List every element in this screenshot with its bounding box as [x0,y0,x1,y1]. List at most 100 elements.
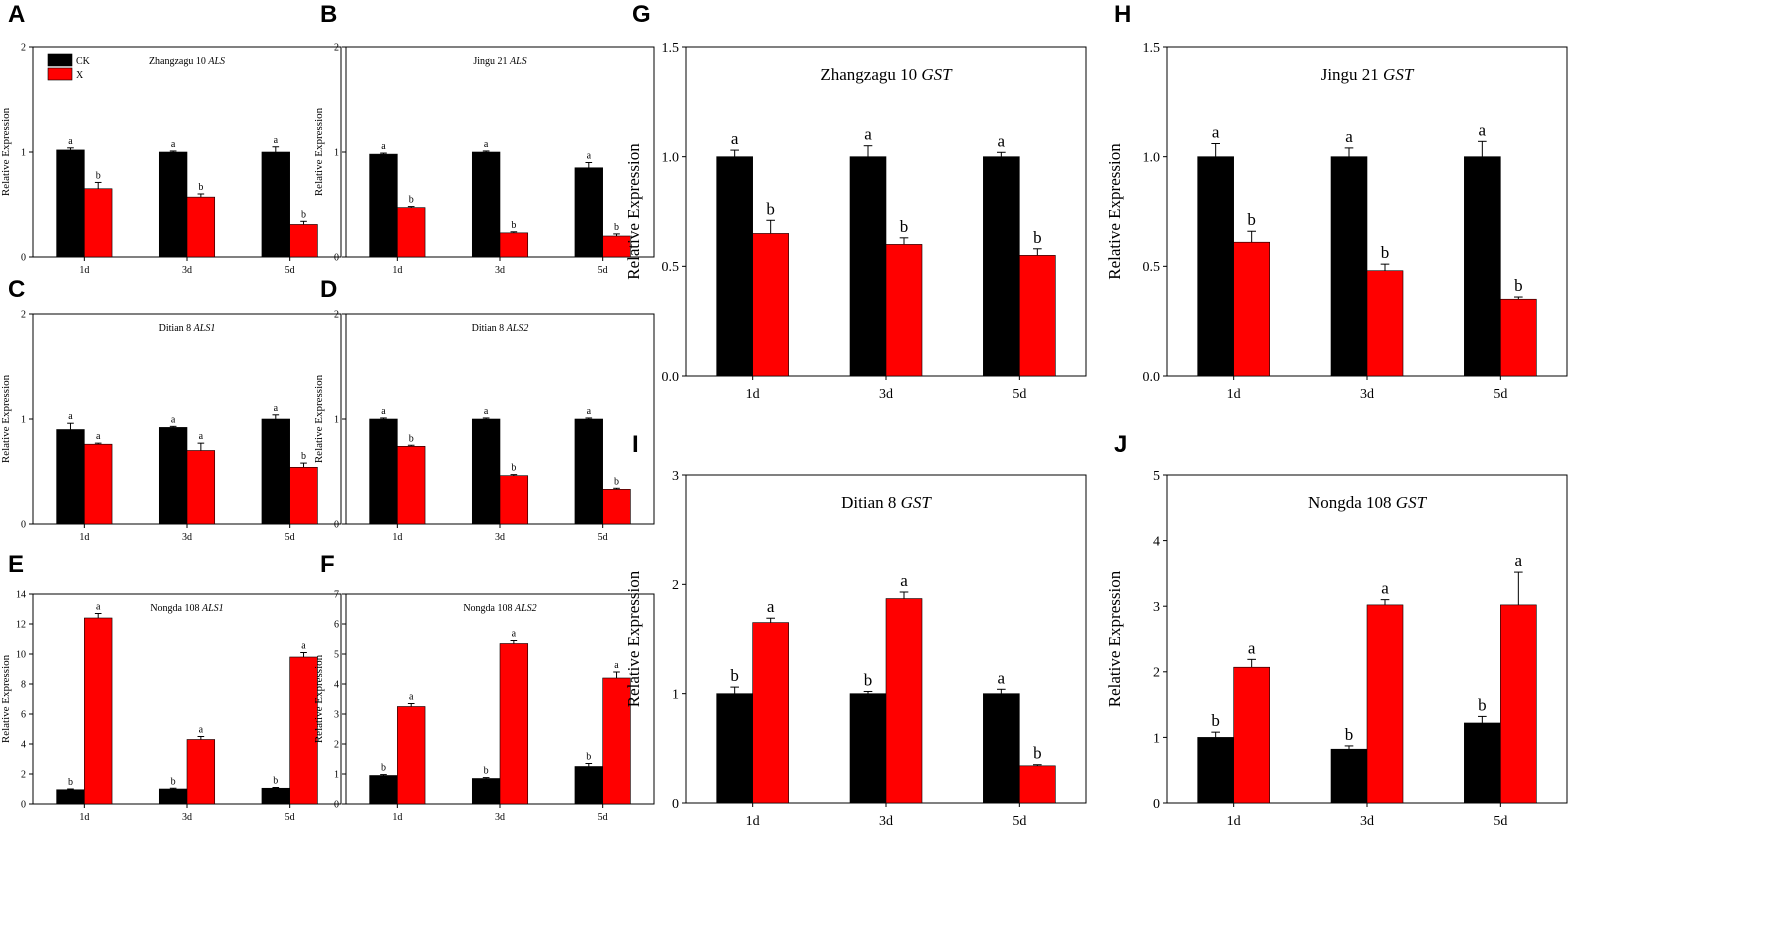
legend-label: CK [76,56,91,67]
chart-title-text: Jingu 21 [1321,65,1383,84]
y-tick-label: 12 [16,620,26,631]
bar-ck-1d [56,149,85,258]
bar-ck-1d [369,418,398,525]
x-tick-label: 1d [79,532,89,543]
y-tick-label: 1.5 [662,41,680,56]
bar-ck-5d [574,167,603,258]
panel-letter: E [8,551,24,578]
x-tick-label: 5d [1012,387,1026,402]
y-tick-label: 3 [672,469,679,484]
significance-letter: a [1381,579,1389,598]
bar-ck-1d [716,693,753,804]
bar-x-5d [602,489,631,525]
x-tick-label: 1d [746,814,760,829]
significance-letter: a [512,629,517,640]
significance-letter: a [998,668,1006,687]
bar-ck-1d [56,789,85,805]
y-tick-label: 1 [1153,731,1160,746]
chart-title: Zhangzagu 10 ALS [149,56,225,67]
y-tick-label: 0 [334,800,339,811]
chart-title-text: Jingu 21 [473,56,510,67]
x-tick-label: 5d [1493,814,1507,829]
y-tick-label: 0 [334,520,339,531]
bar-ck-3d [158,427,188,525]
y-tick-label: 2 [21,310,26,321]
bar-ck-3d [158,788,188,805]
y-tick-label: 5 [334,650,339,661]
significance-letter: a [199,725,204,736]
bar-x-3d [1366,604,1404,804]
bar-x-1d [1233,241,1270,377]
chart-title: Ditian 8 ALS2 [472,323,529,334]
y-tick-label: 8 [21,680,26,691]
significance-letter: b [484,766,489,777]
significance-letter: a [171,139,176,150]
y-tick-label: 1.0 [1143,151,1161,166]
significance-letter: a [96,602,101,613]
bar-x-1d [84,188,113,258]
bar-ck-5d [574,766,603,805]
bar-x-3d [499,643,529,805]
bar-ck-1d [56,429,85,525]
bar-ck-1d [369,153,398,258]
bar-ck-5d [261,787,290,805]
y-axis-label: Relative Expression [1105,143,1124,280]
significance-letter: a [381,406,386,417]
significance-letter: a [864,125,872,144]
bar-ck-5d [1464,156,1501,377]
bar-x-5d [289,656,318,805]
x-tick-label: 5d [598,532,608,543]
x-tick-label: 5d [598,812,608,823]
significance-letter: a [199,431,204,442]
significance-letter: a [998,131,1006,150]
y-tick-label: 6 [21,710,26,721]
significance-letter: a [68,411,73,422]
significance-letter: b [171,776,176,787]
chart-title: Ditian 8 ALS1 [159,323,216,334]
chart-panel-b: B 0 1 2 Relative Expression Jingu 21 ALS 1d a b 3… [313,1,655,276]
bar-ck-3d [158,151,188,258]
significance-letter: a [68,136,73,147]
chart-title-gene: GST [901,493,933,512]
y-axis-label: Relative Expression [624,143,643,280]
chart-title-text: Ditian 8 [841,493,901,512]
x-tick-label: 3d [182,812,192,823]
x-tick-label: 5d [1493,387,1507,402]
significance-letter: a [409,692,414,703]
y-tick-label: 0 [1153,797,1160,812]
bar-x-5d [1019,255,1056,377]
significance-letter: b [1211,711,1220,730]
bar-x-1d [397,706,426,805]
chart-title: Ditian 8 GST [841,493,932,512]
x-tick-label: 3d [1360,387,1374,402]
significance-letter: a [614,660,619,671]
bar-x-1d [1233,666,1270,804]
y-tick-label: 7 [334,590,339,601]
bar-ck-3d [1330,156,1368,377]
x-tick-label: 3d [1360,814,1374,829]
chart-panel-g: G 0.0 0.5 1.0 1.5 Relative Expression Zhangzag… [624,1,1087,402]
y-axis-label: Relative Expression [1105,570,1124,707]
chart-title: Nongda 108 ALS2 [463,603,536,614]
significance-letter: a [484,139,489,150]
x-tick-label: 1d [1227,387,1241,402]
x-tick-label: 1d [392,812,402,823]
significance-letter: a [171,414,176,425]
significance-letter: b [864,670,873,689]
x-tick-label: 3d [182,532,192,543]
bar-x-3d [499,232,529,258]
y-tick-label: 2 [21,770,26,781]
y-tick-label: 1.5 [1143,41,1161,56]
significance-letter: a [1248,638,1256,657]
chart-title-text: Zhangzagu 10 [820,65,921,84]
significance-letter: b [409,195,414,206]
y-tick-label: 2 [334,740,339,751]
significance-letter: b [900,217,909,236]
bar-ck-5d [983,693,1020,804]
chart-panel-a: A 0 1 2 Relative Expression Zhangzagu 10 ALS 1… [0,1,342,276]
significance-letter: a [301,641,306,652]
y-tick-label: 4 [21,740,26,751]
bar-x-3d [1366,270,1404,377]
x-tick-label: 1d [392,265,402,276]
significance-letter: b [614,476,619,487]
